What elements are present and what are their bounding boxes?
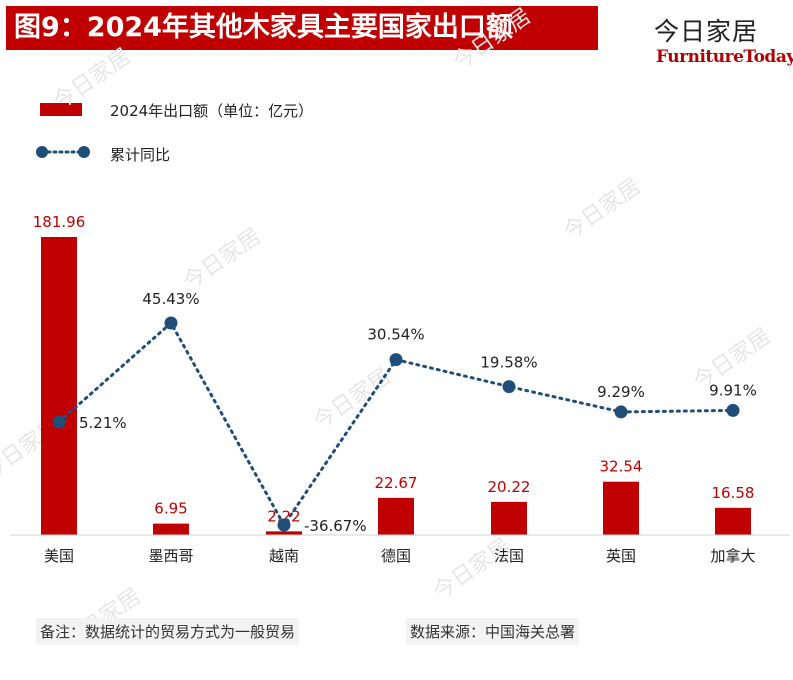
footer-source: 数据来源：中国海关总署: [406, 618, 580, 645]
bar-5: [491, 501, 527, 535]
yoy-point-1: [52, 415, 66, 429]
bar-value-label-4: 22.67: [375, 474, 418, 492]
chart-title: 图9：2024年其他木家具主要国家出口额: [6, 6, 598, 50]
legend-bar-label: 2024年出口额（单位：亿元）: [110, 102, 314, 120]
legend-line-marker: [36, 146, 90, 158]
yoy-label-7: 9.91%: [709, 381, 757, 399]
category-label-5: 法国: [494, 547, 524, 565]
legend-line-label: 累计同比: [110, 146, 171, 164]
yoy-label-3: -36.67%: [304, 517, 367, 535]
yoy-point-2: [164, 316, 178, 330]
yoy-point-5: [502, 380, 516, 394]
brand-logo-en: FurnitureToday: [656, 47, 793, 67]
bar-6: [603, 481, 639, 535]
yoy-point-4: [389, 353, 403, 367]
bar-value-label-1: 181.96: [33, 213, 86, 231]
svg-text:今日家居: 今日家居: [449, 4, 535, 75]
category-label-1: 美国: [44, 547, 74, 565]
yoy-point-3: [277, 518, 291, 532]
yoy-point-7: [726, 403, 740, 417]
category-label-7: 加拿大: [710, 547, 755, 565]
svg-text:今日家居: 今日家居: [559, 174, 645, 245]
bar-value-label-2: 6.95: [154, 500, 187, 518]
bar-value-label-5: 20.22: [488, 478, 531, 496]
yoy-label-6: 9.29%: [597, 383, 645, 401]
brand-logo-cn: 今日家居: [654, 17, 759, 46]
yoy-label-5: 19.58%: [480, 354, 537, 372]
bar-value-label-6: 32.54: [600, 458, 643, 476]
bar-2: [153, 523, 189, 535]
category-label-3: 越南: [269, 547, 299, 565]
category-label-2: 墨西哥: [148, 547, 193, 565]
category-label-4: 德国: [381, 547, 411, 565]
bar-1: [41, 237, 77, 535]
svg-text:今日家居: 今日家居: [429, 534, 515, 605]
yoy-label-4: 30.54%: [367, 326, 424, 344]
bar-3: [266, 531, 302, 535]
yoy-point-6: [614, 405, 628, 419]
footer-note: 备注：数据统计的贸易方式为一般贸易: [36, 618, 300, 645]
bar-4: [378, 497, 414, 535]
bar-value-label-7: 16.58: [712, 484, 755, 502]
category-label-6: 英国: [606, 547, 636, 565]
yoy-label-2: 45.43%: [142, 290, 199, 308]
bar-7: [715, 507, 751, 535]
svg-text:今日家居: 今日家居: [49, 44, 135, 115]
yoy-label-1: 5.21%: [79, 414, 127, 432]
svg-text:今日家居: 今日家居: [179, 224, 265, 295]
legend-bar-swatch: [40, 103, 82, 116]
